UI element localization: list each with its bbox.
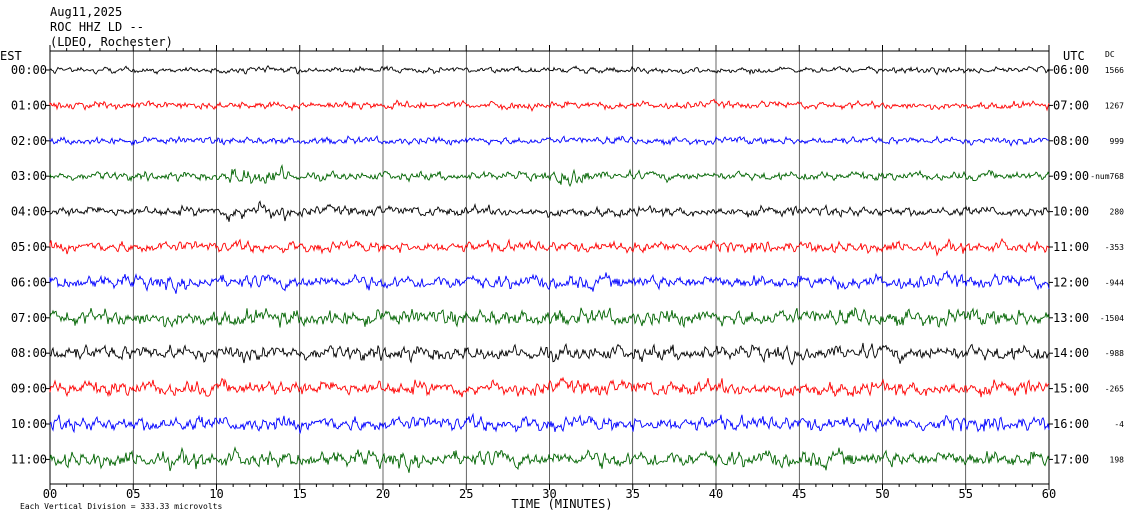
trace-line-0900 (49, 376, 1050, 398)
dc-offset-label: 280 (1110, 208, 1125, 217)
x-tick-label: 25 (459, 487, 473, 501)
est-hour-label: 06:00 (11, 275, 47, 289)
dc-offset-label: 198 (1110, 455, 1125, 464)
est-axis-title: EST (0, 49, 22, 63)
utc-hour-label: 12:00 (1053, 275, 1089, 289)
utc-hour-label: 07:00 (1053, 98, 1089, 112)
plot-grid (46, 45, 1053, 490)
x-tick-label: 60 (1042, 487, 1056, 501)
trace-line-0000 (49, 65, 1050, 76)
trace-line-0300 (49, 164, 1050, 187)
x-tick-label: 45 (792, 487, 806, 501)
utc-hour-label: 06:00 (1053, 63, 1089, 77)
est-hour-label: 08:00 (11, 346, 47, 360)
dc-offset-label: -988 (1105, 349, 1124, 358)
x-tick-label: 40 (709, 487, 723, 501)
dc-offset-label: 1566 (1105, 66, 1124, 75)
utc-hour-label: 08:00 (1053, 134, 1089, 148)
utc-hour-label: 17:00 (1053, 452, 1089, 466)
x-tick-label: 15 (293, 487, 307, 501)
est-hour-label: 00:00 (11, 63, 47, 77)
dc-column-title: DC (1105, 50, 1115, 59)
plot-network: (LDEO, Rochester) (50, 35, 173, 49)
utc-axis-title: UTC (1063, 49, 1085, 63)
utc-hour-label: 10:00 (1053, 205, 1089, 219)
dc-offset-label: -4 (1114, 420, 1124, 429)
utc-hour-label: 13:00 (1053, 311, 1089, 325)
utc-hour-label: 11:00 (1053, 240, 1089, 254)
utc-hour-label: 14:00 (1053, 346, 1089, 360)
x-tick-label: 10 (209, 487, 223, 501)
trace-line-0500 (49, 237, 1050, 257)
dc-offset-label: -num768 (1090, 172, 1124, 181)
trace-line-1000 (49, 412, 1050, 434)
x-tick-label: 50 (875, 487, 889, 501)
x-tick-label: 55 (959, 487, 973, 501)
x-tick-label: 30 (542, 487, 556, 501)
est-hour-label: 02:00 (11, 134, 47, 148)
est-hour-label: 07:00 (11, 311, 47, 325)
est-hour-label: 04:00 (11, 205, 47, 219)
axis-labels: 00 05 10 15 20 25 30 35 40 45 50 55 60 00:00 06:00 1566… (11, 63, 1124, 501)
trace-line-0800 (49, 342, 1050, 366)
trace-line-1100 (49, 446, 1050, 473)
trace-line-0700 (49, 306, 1050, 329)
utc-hour-label: 15:00 (1053, 382, 1089, 396)
est-hour-label: 11:00 (11, 452, 47, 466)
dc-offset-label: -265 (1105, 385, 1124, 394)
dc-offset-label: -1504 (1100, 314, 1124, 323)
utc-hour-label: 09:00 (1053, 169, 1089, 183)
x-tick-label: 05 (126, 487, 140, 501)
x-tick-label: 00 (43, 487, 57, 501)
est-hour-label: 10:00 (11, 417, 47, 431)
plot-date: Aug11,2025 (50, 5, 123, 19)
dc-offset-label: 1267 (1105, 101, 1124, 110)
trace-line-0400 (49, 200, 1050, 222)
utc-hour-label: 16:00 (1053, 417, 1089, 431)
dc-offset-label: 999 (1110, 137, 1125, 146)
x-tick-label: 35 (626, 487, 640, 501)
scale-footer: Each Vertical Division = 333.33 microvol… (20, 502, 222, 511)
dc-offset-label: -944 (1105, 278, 1124, 287)
trace-line-0200 (49, 135, 1049, 147)
dc-offset-label: -353 (1105, 243, 1124, 252)
trace-line-0600 (49, 270, 1050, 294)
seismic-traces (49, 65, 1050, 473)
plot-station: ROC HHZ LD -- (50, 20, 144, 34)
est-hour-label: 01:00 (11, 98, 47, 112)
x-tick-label: 20 (376, 487, 390, 501)
est-hour-label: 03:00 (11, 169, 47, 183)
est-hour-label: 05:00 (11, 240, 47, 254)
trace-line-0100 (49, 98, 1050, 113)
est-hour-label: 09:00 (11, 382, 47, 396)
x-axis-title: TIME (MINUTES) (511, 497, 612, 511)
